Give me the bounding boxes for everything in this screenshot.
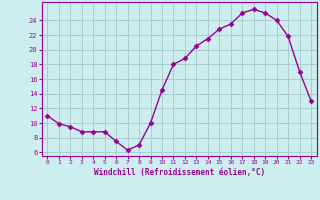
X-axis label: Windchill (Refroidissement éolien,°C): Windchill (Refroidissement éolien,°C) <box>94 168 265 177</box>
